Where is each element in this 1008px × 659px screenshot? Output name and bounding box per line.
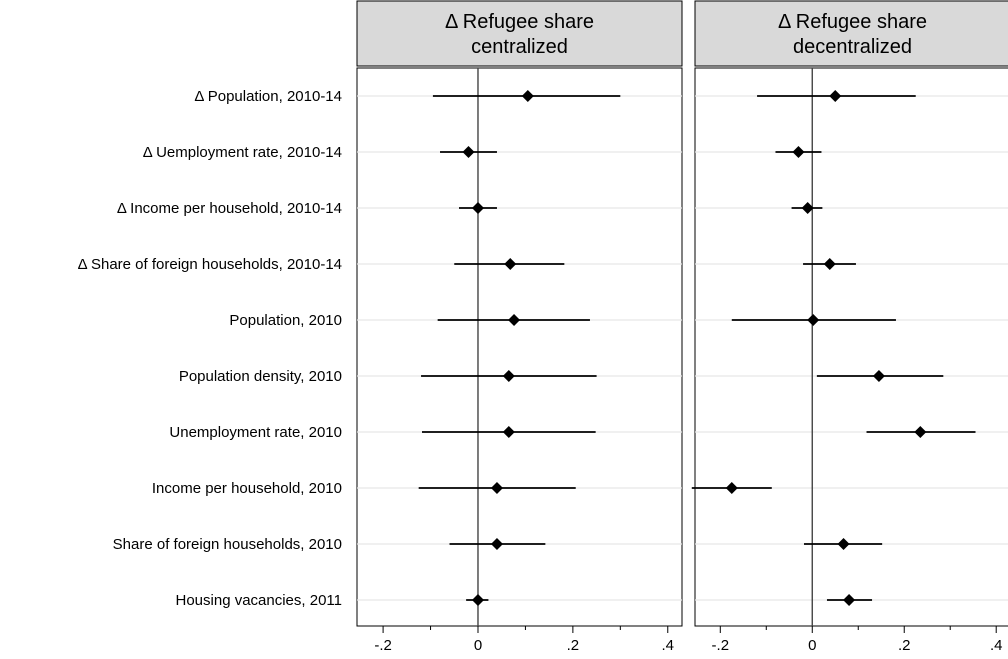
- row-label: Δ Uemployment rate, 2010-14: [143, 144, 342, 161]
- row-label: Income per household, 2010: [152, 480, 342, 497]
- point-estimate: [829, 90, 842, 102]
- point-estimate: [807, 314, 820, 326]
- point-estimate: [502, 370, 515, 382]
- panel-title-line: decentralized: [793, 36, 912, 58]
- x-tick-label: .4: [990, 637, 1003, 654]
- point-estimate: [471, 594, 484, 606]
- row-label: Population density, 2010: [179, 368, 342, 385]
- point-estimate: [490, 538, 503, 550]
- row-label: Δ Share of foreign households, 2010-14: [78, 256, 342, 273]
- x-tick-label: -.2: [374, 637, 392, 654]
- point-estimate: [914, 426, 927, 438]
- x-tick-label: -.2: [712, 637, 730, 654]
- point-estimate: [872, 370, 885, 382]
- plot-area: [356, 67, 683, 627]
- point-estimate: [725, 482, 738, 494]
- panel-title-line: Δ Refugee share: [445, 11, 594, 33]
- row-label: Unemployment rate, 2010: [169, 424, 342, 441]
- point-estimate: [471, 202, 484, 214]
- point-estimate: [801, 202, 814, 214]
- point-estimate: [502, 426, 515, 438]
- x-tick-label: .2: [567, 637, 580, 654]
- row-label: Population, 2010: [229, 312, 342, 329]
- x-tick-label: 0: [474, 637, 482, 654]
- point-estimate: [508, 314, 521, 326]
- point-estimate: [837, 538, 850, 550]
- point-estimate: [521, 90, 534, 102]
- point-estimate: [462, 146, 475, 158]
- point-estimate: [823, 258, 836, 270]
- x-tick-label: .2: [898, 637, 911, 654]
- point-estimate: [792, 146, 805, 158]
- point-estimate: [490, 482, 503, 494]
- row-label: Δ Income per household, 2010-14: [117, 200, 342, 217]
- panel-header: [356, 0, 683, 67]
- row-label: Δ Population, 2010-14: [194, 88, 342, 105]
- plot-area: [694, 67, 1008, 627]
- point-estimate: [504, 258, 517, 270]
- row-label: Share of foreign households, 2010: [113, 536, 342, 553]
- row-label: Housing vacancies, 2011: [176, 592, 343, 609]
- panel-title-line: Δ Refugee share: [778, 11, 927, 33]
- x-tick-label: 0: [808, 637, 816, 654]
- x-tick-label: .4: [662, 637, 675, 654]
- panel-header: [694, 0, 1008, 67]
- panel-2: Δ Refugee share decentralized -.2 0 .2 .4: [691, 0, 1008, 654]
- panel-1: Δ Refugee share centralized -.2 0 .2 .4: [356, 0, 683, 654]
- panel-title-line: centralized: [471, 36, 568, 58]
- point-estimate: [843, 594, 856, 606]
- row-labels: Δ Population, 2010-14 Δ Uemployment rate,…: [78, 88, 342, 609]
